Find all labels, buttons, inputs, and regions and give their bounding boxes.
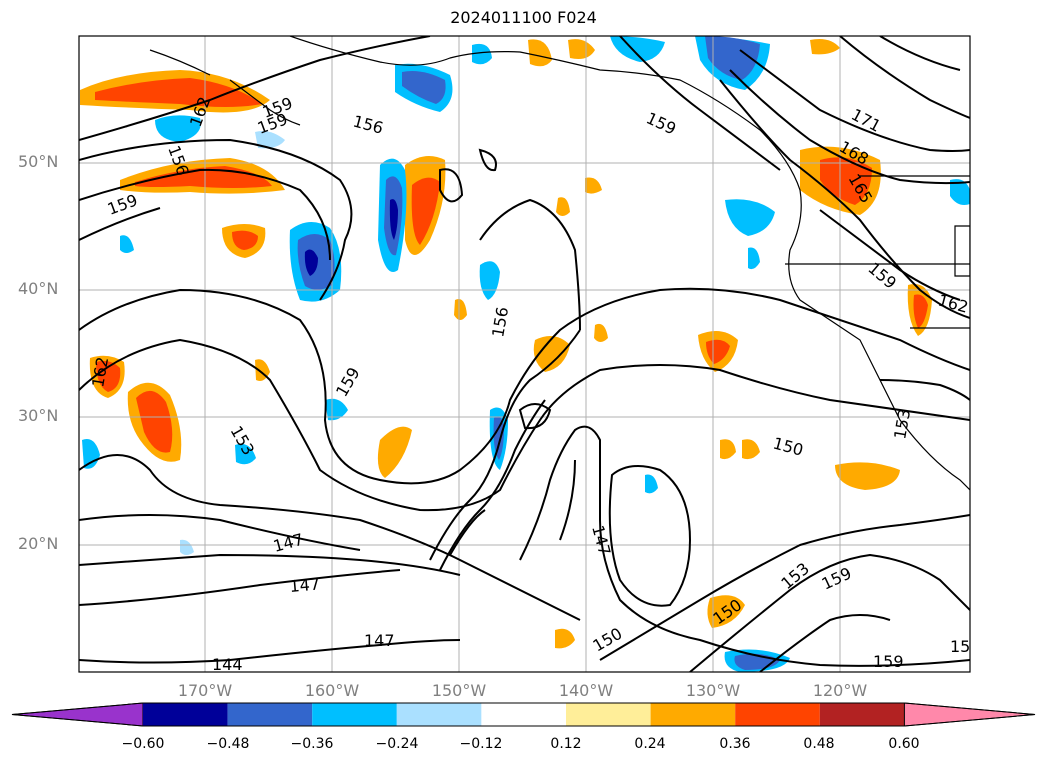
colorbar-tick-label: 0.60 bbox=[888, 736, 920, 752]
contour-label: 147 bbox=[364, 631, 395, 650]
colorbar-tick-label: 0.24 bbox=[634, 736, 666, 752]
shaded-field bbox=[80, 36, 970, 672]
colorbar-segment bbox=[312, 703, 397, 726]
lon-label: 120°W bbox=[812, 681, 868, 700]
lon-label: 150°W bbox=[431, 681, 487, 700]
contour-label: 15 bbox=[950, 637, 970, 656]
lon-label: 140°W bbox=[558, 681, 614, 700]
colorbar-tick-label: 0.48 bbox=[803, 736, 835, 752]
colorbar-segment bbox=[227, 703, 313, 726]
lat-label: 30°N bbox=[18, 406, 59, 425]
lon-label: 170°W bbox=[177, 681, 233, 700]
colorbar-segment bbox=[396, 703, 482, 726]
colorbar-tick-label: 0.36 bbox=[719, 736, 751, 752]
colorbar-extend-low bbox=[11, 702, 144, 727]
colorbar-tick-label: −0.12 bbox=[459, 736, 503, 752]
colorbar-segment bbox=[481, 703, 566, 726]
plot-frame bbox=[78, 35, 971, 673]
colorbar-segment bbox=[819, 703, 905, 726]
colorbar-segment bbox=[735, 703, 820, 726]
colorbar-segment bbox=[650, 703, 736, 726]
colorbar bbox=[11, 702, 1036, 727]
contour-lines bbox=[79, 36, 970, 672]
coastlines bbox=[149, 36, 970, 491]
colorbar-tick-label: −0.24 bbox=[375, 736, 419, 752]
lat-label: 50°N bbox=[18, 152, 59, 171]
colorbar-outline bbox=[11, 702, 1036, 727]
graticule bbox=[79, 36, 970, 672]
colorbar-tick-label: 0.12 bbox=[550, 736, 582, 752]
lon-label: 160°W bbox=[304, 681, 360, 700]
map-title: 2024011100 F024 bbox=[450, 8, 597, 27]
colorbar-extend-high bbox=[903, 702, 1036, 727]
lat-label: 40°N bbox=[18, 279, 59, 298]
contour-label: 159 bbox=[873, 652, 904, 671]
colorbar-tick-label: −0.36 bbox=[290, 736, 334, 752]
colorbar-tick-label: −0.60 bbox=[121, 736, 165, 752]
lat-label: 20°N bbox=[18, 534, 59, 553]
contour-label: 147 bbox=[289, 574, 321, 596]
plot-area bbox=[79, 36, 970, 672]
contour-label: 144 bbox=[212, 655, 243, 674]
lon-label: 130°W bbox=[685, 681, 741, 700]
colorbar-segment bbox=[566, 703, 651, 726]
colorbar-segment bbox=[143, 703, 228, 726]
colorbar-tick-label: −0.48 bbox=[206, 736, 250, 752]
